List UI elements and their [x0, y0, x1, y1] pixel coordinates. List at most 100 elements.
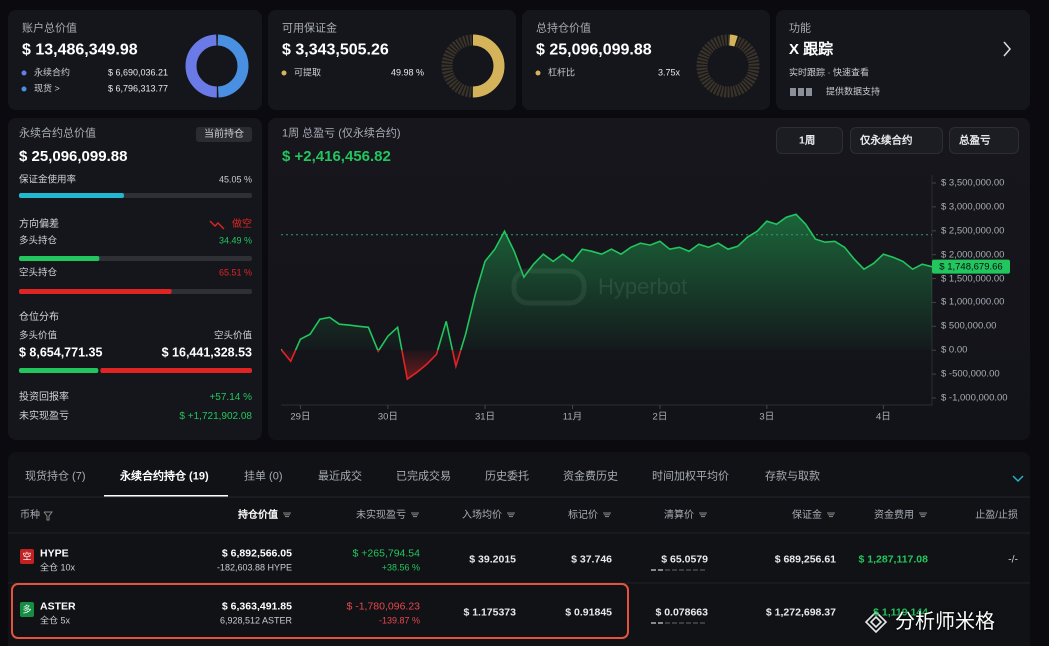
- metric-label: 未实现盈亏: [19, 411, 69, 422]
- unrealized-pnl: $ +265,794.54: [352, 547, 420, 560]
- side-badge-label: 空: [22, 551, 32, 562]
- long-share: [19, 368, 99, 373]
- expand-icon: [1012, 475, 1024, 482]
- card-title: 账户总价值: [22, 22, 77, 35]
- item-amount: 3.75x: [657, 67, 680, 78]
- funding: $ 1,287,117.08: [858, 553, 929, 566]
- card-title: 总持仓价值: [536, 22, 591, 35]
- tab[interactable]: 时间加权平均价: [652, 470, 729, 483]
- perp-panel: [8, 118, 262, 440]
- chart-title: 1周 总盈亏 (仅永续合约): [282, 127, 401, 140]
- metric-value: 65.51 %: [218, 267, 252, 278]
- tab[interactable]: 已完成交易: [396, 470, 451, 483]
- feature-card[interactable]: [776, 10, 1030, 110]
- x-tick-label: 31日: [474, 411, 496, 423]
- position-size: 6,928,512 ASTER: [219, 615, 292, 626]
- x-tick-label: 29日: [290, 411, 311, 423]
- y-tick-label: $ 1,500,000.00: [941, 272, 1005, 284]
- liq-price: $ 0.078663: [655, 606, 708, 619]
- column-header: 止盈/止损: [975, 510, 1018, 521]
- liq-dash: [651, 622, 656, 624]
- area-positive: [281, 214, 932, 351]
- item-amount: $ 6,796,313.77: [107, 83, 168, 94]
- metric-label: 仓位分布: [19, 312, 59, 323]
- y-tick-label: $ 500,000.00: [941, 320, 997, 332]
- liq-dash: [693, 569, 698, 571]
- column-header: 资金费用: [874, 510, 914, 521]
- legend-dot: [281, 70, 287, 76]
- metric-label: 多头价值: [19, 330, 58, 342]
- logo-block: [798, 88, 804, 96]
- panel-title: 永续合约总价值: [19, 127, 96, 140]
- y-tick-label: $ -1,000,000.00: [941, 392, 1008, 404]
- tab[interactable]: 最近成交: [318, 470, 362, 483]
- card-value: $ 13,486,349.98: [22, 41, 138, 59]
- pnl-percent: +38.56 %: [381, 562, 420, 573]
- side-badge: [20, 602, 34, 617]
- item-name: 永续合约: [34, 67, 71, 78]
- bias-direction: 做空: [232, 219, 252, 230]
- position-value: $ 6,892,566.05: [221, 547, 292, 560]
- tab[interactable]: 挂单 (0): [244, 470, 283, 483]
- card-value: $ 25,096,099.88: [536, 41, 652, 59]
- metric-label: 方向偏差: [19, 219, 59, 230]
- logo-block: [806, 88, 812, 96]
- tab[interactable]: 永续合约持仓 (19): [120, 470, 209, 483]
- current-value-badge: [932, 259, 1010, 274]
- x-tick-label: 2日: [652, 411, 668, 423]
- filter-icon: [43, 511, 53, 521]
- margin-price: $ 1,272,698.37: [765, 606, 836, 619]
- legend-dot: [21, 86, 27, 92]
- tag: 当前持仓: [204, 128, 244, 140]
- column-header: 未实现盈亏: [356, 510, 406, 521]
- pnl-line: [281, 213, 932, 351]
- liq-dash: [686, 622, 691, 624]
- liq-dash: [686, 569, 691, 571]
- side-badge-label: 多: [22, 604, 32, 615]
- position-value: $ 6,363,491.85: [221, 600, 292, 613]
- y-tick-label: $ 2,500,000.00: [941, 225, 1005, 237]
- filter-label: 1周: [799, 134, 816, 147]
- margin-mode: 全仓 10x: [40, 562, 76, 573]
- y-tick-label: $ 3,000,000.00: [941, 201, 1005, 213]
- filter-button[interactable]: [850, 127, 943, 154]
- tab[interactable]: 历史委托: [485, 470, 529, 483]
- margin-price: $ 689,256.61: [774, 553, 836, 566]
- card-value: $ 3,343,505.26: [282, 41, 389, 59]
- unrealized-pnl: $ -1,780,096.23: [346, 600, 420, 613]
- tab[interactable]: 现货持仓 (7): [25, 470, 86, 483]
- liq-dash: [651, 569, 656, 571]
- symbol: HYPE: [40, 547, 69, 560]
- item-name: 现货 >: [34, 83, 60, 94]
- tab[interactable]: 资金费历史: [563, 470, 618, 483]
- liq-dash: [700, 569, 705, 571]
- item-amount: 49.98 %: [390, 67, 424, 78]
- liq-dash: [665, 622, 670, 624]
- donut-withdrawable: [441, 34, 505, 98]
- chevron-icon: [1003, 41, 1011, 57]
- donut-leverage: [696, 34, 760, 98]
- tp-sl: -/-: [1008, 553, 1018, 566]
- liq-dash: [700, 622, 705, 624]
- liq-dash: [679, 622, 684, 624]
- liq-dash: [658, 569, 663, 571]
- positions-section: [8, 452, 1030, 646]
- column-header: 标记价: [568, 510, 598, 521]
- unrealized-value: $ +1,721,902.08: [179, 411, 252, 422]
- filter-button[interactable]: [776, 127, 843, 154]
- logo-block: [790, 88, 796, 96]
- column-header: 币种: [20, 510, 40, 521]
- side-badge: [20, 549, 34, 564]
- short-value: $ 16,441,328.53: [161, 345, 252, 360]
- card-heading: X 跟踪: [789, 41, 834, 58]
- filter-button[interactable]: [949, 127, 1019, 154]
- active-tab-underline: [104, 495, 228, 497]
- tab[interactable]: 存款与取款: [765, 470, 820, 483]
- liq-price: $ 65.0579: [661, 553, 708, 566]
- card-subtitle: 实时跟踪 · 快速查看: [789, 67, 869, 78]
- filter-label: 总盈亏: [959, 134, 991, 147]
- roi-value: +57.14 %: [209, 392, 252, 403]
- card-title: 功能: [789, 22, 811, 35]
